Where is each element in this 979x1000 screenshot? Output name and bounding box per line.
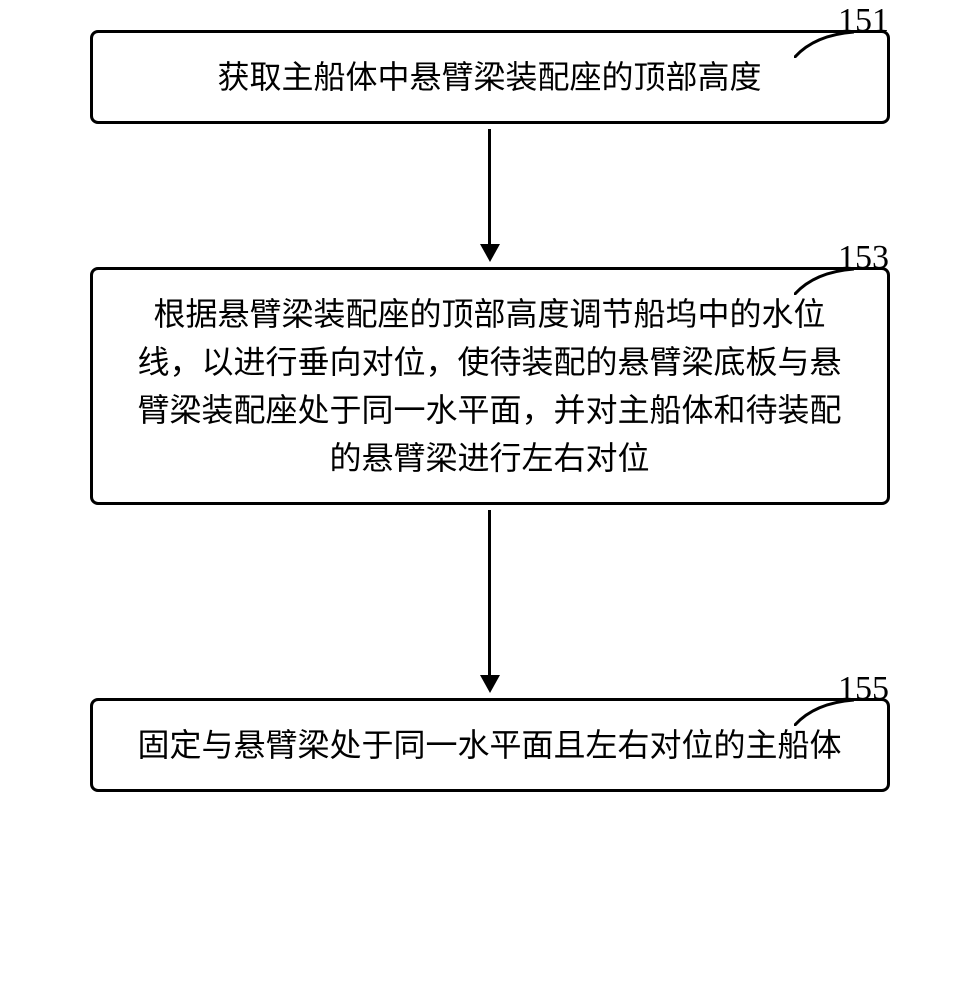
arrow-head-1 <box>480 244 500 262</box>
arrow-line-1 <box>488 129 491 244</box>
step-label-2: 153 <box>838 239 889 277</box>
flowchart-container: 151 获取主船体中悬臂梁装配座的顶部高度 153 根据悬臂梁装配座的顶部高度调… <box>40 30 939 792</box>
step-box-1: 获取主船体中悬臂梁装配座的顶部高度 <box>90 30 890 124</box>
step-box-2: 根据悬臂梁装配座的顶部高度调节船坞中的水位线，以进行垂向对位，使待装配的悬臂梁底… <box>90 267 890 505</box>
arrow-1 <box>480 129 500 262</box>
step-label-1: 151 <box>838 2 889 40</box>
arrow-line-2 <box>488 510 491 675</box>
step-wrapper-3: 155 固定与悬臂梁处于同一水平面且左右对位的主船体 <box>40 698 939 792</box>
step-wrapper-1: 151 获取主船体中悬臂梁装配座的顶部高度 <box>40 30 939 124</box>
arrow-head-2 <box>480 675 500 693</box>
arrow-2 <box>480 510 500 693</box>
step-label-3: 155 <box>838 670 889 708</box>
step-wrapper-2: 153 根据悬臂梁装配座的顶部高度调节船坞中的水位线，以进行垂向对位，使待装配的… <box>40 267 939 505</box>
step-box-3: 固定与悬臂梁处于同一水平面且左右对位的主船体 <box>90 698 890 792</box>
